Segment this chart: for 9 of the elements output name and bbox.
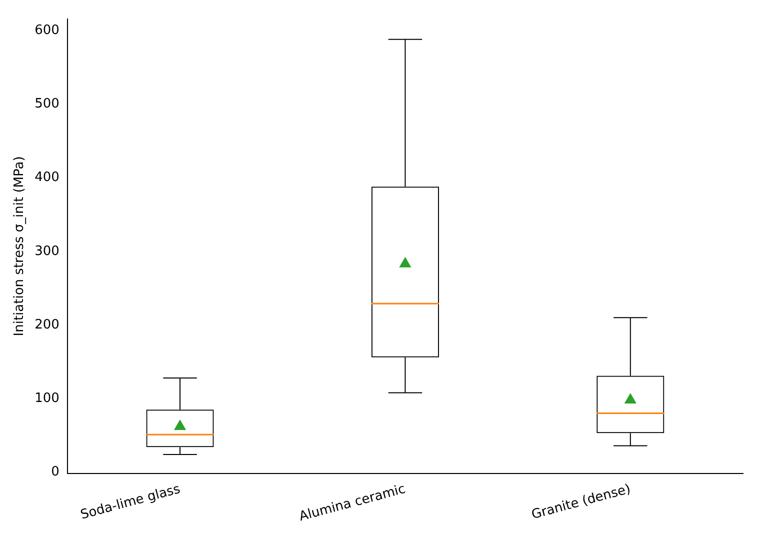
y-tick-label: 0: [51, 464, 60, 480]
y-tick-label: 500: [34, 96, 60, 112]
y-axis-title: Initiation stress σ_init (MPa): [12, 156, 28, 336]
y-tick-label: 200: [34, 317, 60, 332]
y-tick-label: 400: [34, 170, 60, 186]
y-tick-label: 300: [34, 244, 60, 259]
x-tick-label: Alumina ceramic: [298, 482, 408, 525]
y-tick-label: 600: [34, 22, 60, 38]
y-tick-label: 100: [34, 390, 60, 406]
